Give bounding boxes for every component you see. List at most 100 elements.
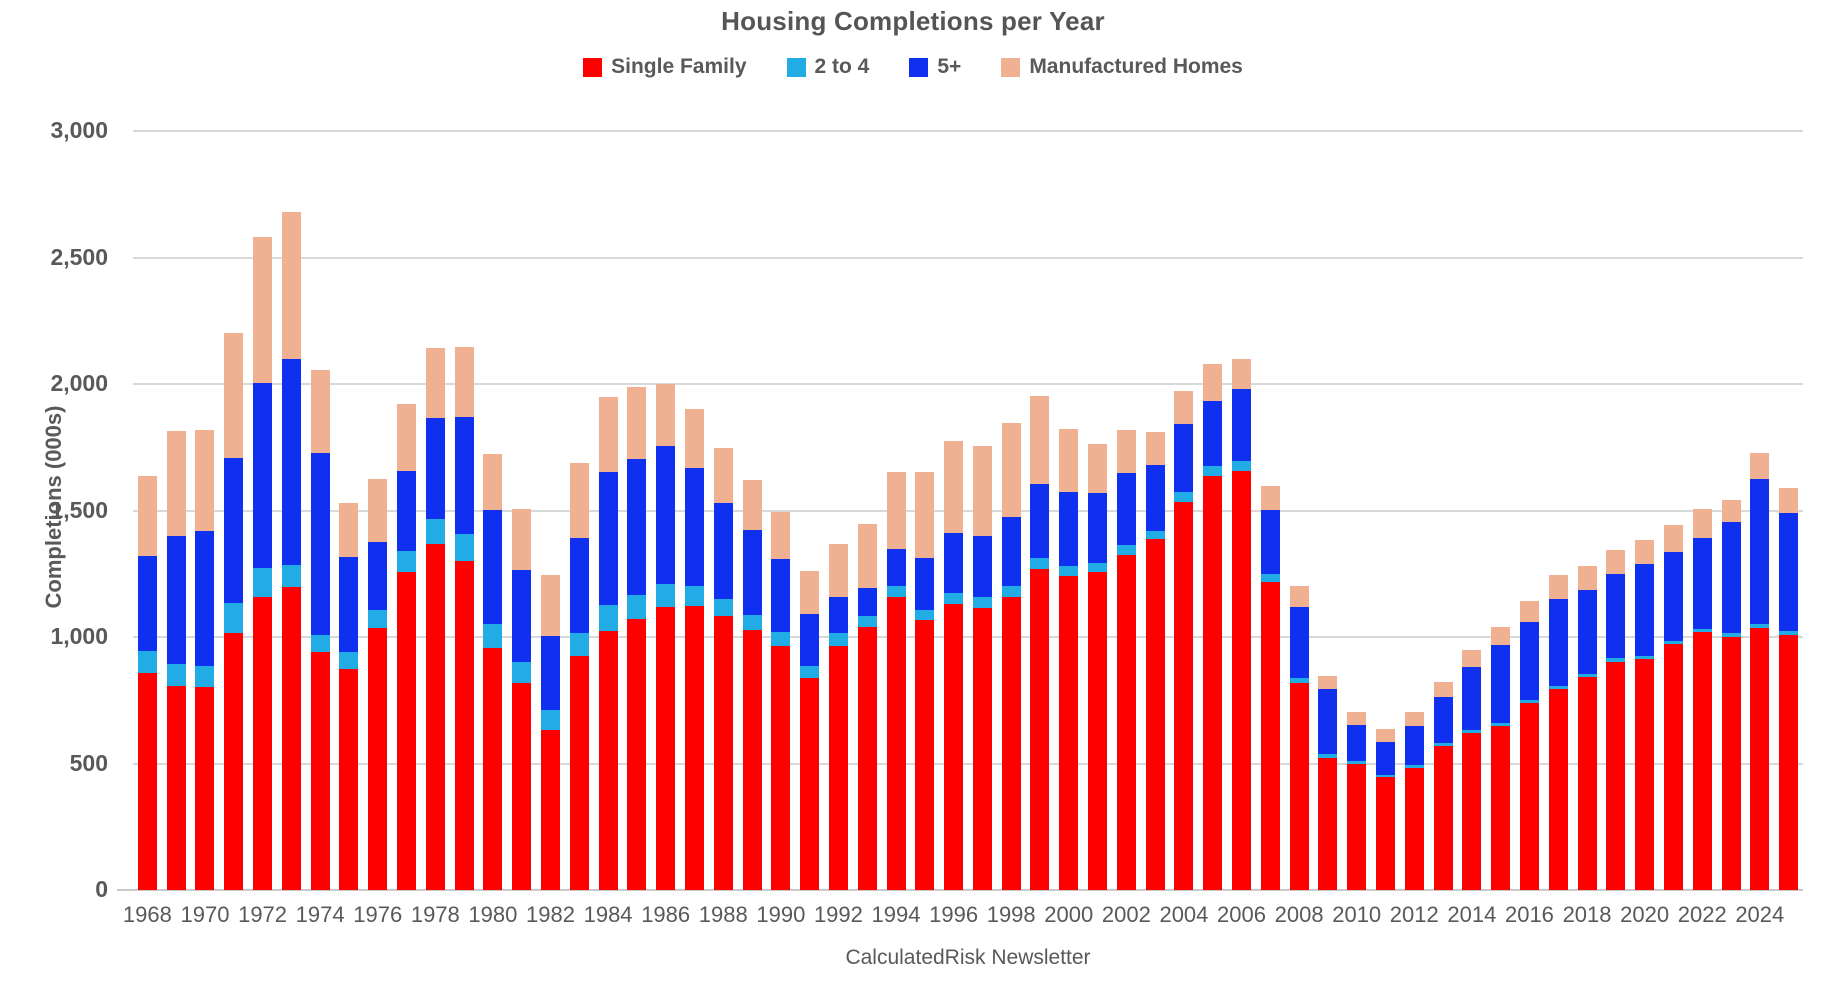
bar-2021 [1659, 131, 1688, 890]
bar-1983-single-family-segment [569, 656, 589, 890]
x-tick-label-1976: 1976 [353, 902, 403, 927]
bar-2007-5-segment [1260, 510, 1280, 575]
bar-2003-2-to-4-segment [1145, 530, 1165, 540]
bar-2020-5-segment [1635, 563, 1655, 657]
bar-1983-5-segment [569, 538, 589, 633]
bar-2009-single-family-segment [1318, 758, 1338, 890]
bar-2013-manufactured-homes-segment [1433, 681, 1453, 697]
bar-1974 [306, 131, 335, 890]
bar-1970-2-to-4-segment [195, 665, 215, 688]
bar-1993 [853, 131, 882, 890]
bar-1981-2-to-4-segment [512, 662, 532, 683]
bar-2004-single-family-segment [1174, 502, 1194, 890]
bar-2014-manufactured-homes-segment [1462, 650, 1482, 667]
source-label: CalculatedRisk Newsletter [845, 946, 1091, 969]
bar-2009-2-to-4-segment [1318, 754, 1338, 759]
x-tick-label-1984: 1984 [583, 902, 633, 927]
bar-1998 [997, 131, 1026, 890]
bar-1989-5-segment [742, 530, 762, 616]
bar-1973-manufactured-homes-segment [281, 212, 301, 359]
y-tick-label: 0 [95, 876, 108, 902]
x-tick-label-2002: 2002 [1101, 902, 1151, 927]
bar-2008-manufactured-homes-segment [1289, 586, 1309, 607]
gridline [133, 509, 1803, 512]
bar-2011-manufactured-homes-segment [1375, 728, 1395, 743]
bar-2004-manufactured-homes-segment [1174, 390, 1194, 424]
bar-1969-5-segment [166, 535, 186, 665]
bar-1972-single-family-segment [253, 596, 273, 890]
bar-1978-2-to-4-segment [425, 518, 445, 544]
bar-2022 [1688, 131, 1717, 890]
bar-1977-2-to-4-segment [397, 550, 417, 572]
legend-item-5: 5+ [909, 55, 961, 79]
legend-item-manufactured-homes: Manufactured Homes [1001, 55, 1243, 79]
bar-2001-5-segment [1088, 492, 1108, 564]
bar-1986-5-segment [656, 445, 676, 584]
bar-1981-manufactured-homes-segment [512, 508, 532, 570]
bar-1991-manufactured-homes-segment [800, 570, 820, 614]
legend-label: Manufactured Homes [1029, 55, 1243, 78]
bar-1986-2-to-4-segment [656, 583, 676, 607]
legend-swatch-manufactured-homes [1001, 57, 1021, 77]
bar-2005-manufactured-homes-segment [1203, 364, 1223, 402]
bar-1969 [162, 131, 191, 890]
bar-1988-single-family-segment [713, 615, 733, 890]
bar-1982 [536, 131, 565, 890]
bar-2021-manufactured-homes-segment [1663, 524, 1683, 552]
bar-1979-5-segment [454, 416, 474, 535]
gridline [133, 130, 1803, 132]
legend: Single Family 2 to 4 5+ Manufactured Homes [0, 55, 1826, 79]
bar-2022-2-to-4-segment [1692, 628, 1712, 633]
bar-1996-manufactured-homes-segment [944, 440, 964, 533]
bar-1997-manufactured-homes-segment [972, 446, 992, 536]
bar-1975-single-family-segment [339, 668, 359, 890]
bar-2006-single-family-segment [1232, 471, 1252, 890]
bar-2022-manufactured-homes-segment [1692, 509, 1712, 538]
bar-2015 [1486, 131, 1515, 890]
bar-1976-manufactured-homes-segment [368, 479, 388, 542]
gridline [133, 636, 1803, 638]
x-tick-label-1982: 1982 [526, 902, 575, 927]
bar-2006-5-segment [1232, 389, 1252, 461]
bar-1974-manufactured-homes-segment [310, 369, 330, 453]
bar-1978 [421, 131, 450, 890]
bar-2008 [1285, 131, 1314, 890]
bar-2018-2-to-4-segment [1577, 674, 1597, 678]
bar-2025-single-family-segment [1779, 634, 1799, 890]
bar-2000-manufactured-homes-segment [1059, 428, 1079, 492]
bar-1990-5-segment [771, 559, 791, 632]
bar-2002 [1112, 131, 1141, 890]
bar-1985 [622, 131, 651, 890]
bar-2019-5-segment [1606, 573, 1626, 659]
bar-1971-2-to-4-segment [224, 603, 244, 634]
bar-2016-single-family-segment [1519, 703, 1539, 890]
bar-1997-2-to-4-segment [972, 596, 992, 608]
bar-2025-manufactured-homes-segment [1779, 488, 1799, 513]
bar-2018 [1573, 131, 1602, 890]
bar-1976 [363, 131, 392, 890]
bar-1969-2-to-4-segment [166, 664, 186, 686]
bar-2002-manufactured-homes-segment [1116, 430, 1136, 474]
bar-1995-5-segment [915, 557, 935, 610]
bar-2000-single-family-segment [1059, 575, 1079, 890]
bar-2010-5-segment [1347, 725, 1367, 762]
bar-2018-5-segment [1577, 590, 1597, 675]
bar-1974-single-family-segment [310, 652, 330, 890]
bar-2018-manufactured-homes-segment [1577, 565, 1597, 591]
x-tick-label-1994: 1994 [871, 902, 921, 927]
bar-2009-manufactured-homes-segment [1318, 676, 1338, 689]
bar-1988-manufactured-homes-segment [713, 447, 733, 503]
bar-1995-manufactured-homes-segment [915, 471, 935, 558]
x-tick-label-2008: 2008 [1274, 902, 1324, 927]
bar-1988 [709, 131, 738, 890]
y-tick-label: 3,000 [50, 117, 108, 143]
bar-1979-single-family-segment [454, 560, 474, 890]
bar-2006-manufactured-homes-segment [1232, 359, 1252, 390]
bar-1986-manufactured-homes-segment [656, 384, 676, 446]
bar-1987 [680, 131, 709, 890]
bar-2021-5-segment [1663, 551, 1683, 642]
bar-1991-single-family-segment [800, 678, 820, 890]
bar-1994-2-to-4-segment [886, 585, 906, 597]
bar-2023 [1717, 131, 1746, 890]
